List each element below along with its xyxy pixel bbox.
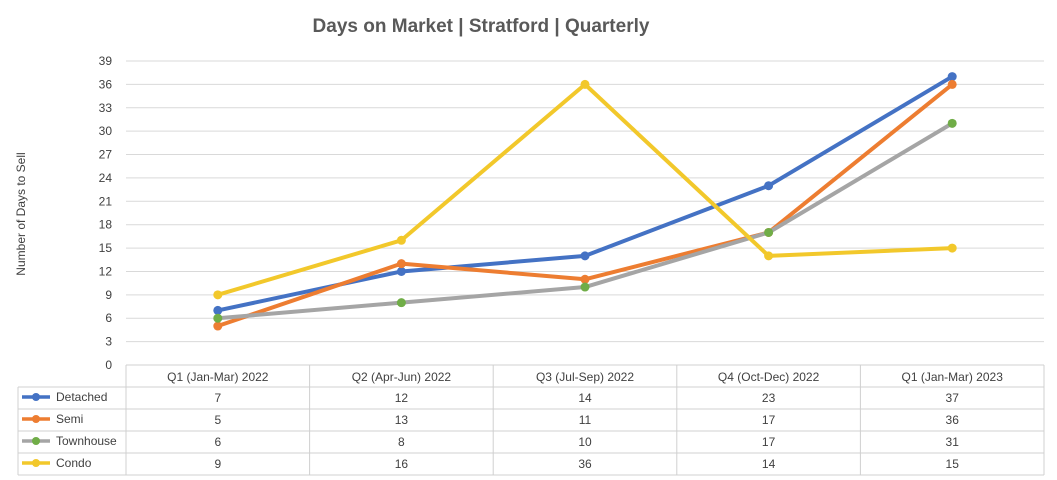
legend-key-condo	[22, 459, 50, 467]
data-label: 8	[398, 435, 405, 449]
legend-key-detached	[22, 393, 50, 401]
x-tick-label: Q1 (Jan-Mar) 2022	[167, 370, 269, 384]
data-label: 17	[762, 413, 776, 427]
data-point	[948, 72, 957, 81]
data-point	[948, 244, 957, 253]
legend-label: Semi	[56, 412, 83, 426]
data-point	[581, 283, 590, 292]
data-point	[764, 181, 773, 190]
y-tick-label: 24	[99, 171, 113, 185]
legend-label: Detached	[56, 390, 107, 404]
y-tick-label: 12	[99, 264, 113, 278]
legend-key-semi	[22, 415, 50, 423]
data-label: 14	[578, 391, 592, 405]
series-semi	[213, 80, 956, 331]
y-tick-label: 18	[99, 218, 113, 232]
data-label: 17	[762, 435, 776, 449]
data-point	[948, 80, 957, 89]
data-label: 7	[214, 391, 221, 405]
y-tick-label: 9	[105, 288, 112, 302]
data-label: 31	[946, 435, 960, 449]
y-tick-label: 21	[99, 194, 113, 208]
y-tick-label: 33	[99, 101, 113, 115]
legend-marker	[32, 459, 40, 467]
data-label: 11	[579, 413, 592, 427]
data-point	[397, 267, 406, 276]
series-townhouse	[213, 119, 956, 323]
x-tick-label: Q1 (Jan-Mar) 2023	[902, 370, 1004, 384]
legend-marker	[32, 415, 40, 423]
x-tick-label: Q2 (Apr-Jun) 2022	[352, 370, 452, 384]
legend-key-townhouse	[22, 437, 50, 445]
data-point	[397, 298, 406, 307]
data-label: 5	[214, 413, 221, 427]
data-label: 10	[578, 435, 592, 449]
data-point	[213, 306, 222, 315]
y-tick-label: 15	[99, 241, 113, 255]
data-point	[764, 251, 773, 260]
data-point	[213, 290, 222, 299]
data-label: 12	[395, 391, 409, 405]
y-tick-label: 6	[105, 311, 112, 325]
data-point	[213, 322, 222, 331]
data-point	[397, 236, 406, 245]
x-tick-label: Q3 (Jul-Sep) 2022	[536, 370, 634, 384]
y-tick-label: 39	[99, 54, 113, 68]
data-label: 16	[395, 457, 409, 471]
data-point	[764, 228, 773, 237]
data-point	[581, 275, 590, 284]
data-point	[397, 259, 406, 268]
y-tick-label: 27	[99, 148, 113, 162]
legend-marker	[32, 393, 40, 401]
data-table: Q1 (Jan-Mar) 2022 Q2 (Apr-Jun) 2022 Q3 (Ju…	[18, 365, 1044, 475]
data-label: 36	[946, 413, 960, 427]
data-label: 9	[214, 457, 221, 471]
data-label: 15	[946, 457, 960, 471]
data-point	[948, 119, 957, 128]
legend-marker	[32, 437, 40, 445]
y-tick-label: 30	[99, 124, 113, 138]
y-tick-label: 0	[105, 358, 112, 372]
data-label: 36	[578, 457, 592, 471]
data-label: 14	[762, 457, 776, 471]
data-label: 13	[395, 413, 409, 427]
data-label: 37	[946, 391, 960, 405]
legend-label: Condo	[56, 456, 92, 470]
y-tick-label: 36	[99, 77, 113, 91]
data-point	[581, 80, 590, 89]
y-axis-label: Number of Days to Sell	[14, 152, 28, 275]
data-point	[581, 251, 590, 260]
y-tick-label: 3	[105, 335, 112, 349]
data-point	[213, 314, 222, 323]
x-tick-label: Q4 (Oct-Dec) 2022	[718, 370, 820, 384]
series-condo	[213, 80, 956, 299]
chart-title: Days on Market | Stratford | Quarterly	[313, 16, 650, 37]
line-chart: Days on Market | Stratford | Quarterly N…	[0, 0, 1057, 480]
grid-lines	[126, 61, 1044, 365]
data-label: 6	[214, 435, 221, 449]
data-label: 23	[762, 391, 776, 405]
legend-label: Townhouse	[56, 434, 117, 448]
